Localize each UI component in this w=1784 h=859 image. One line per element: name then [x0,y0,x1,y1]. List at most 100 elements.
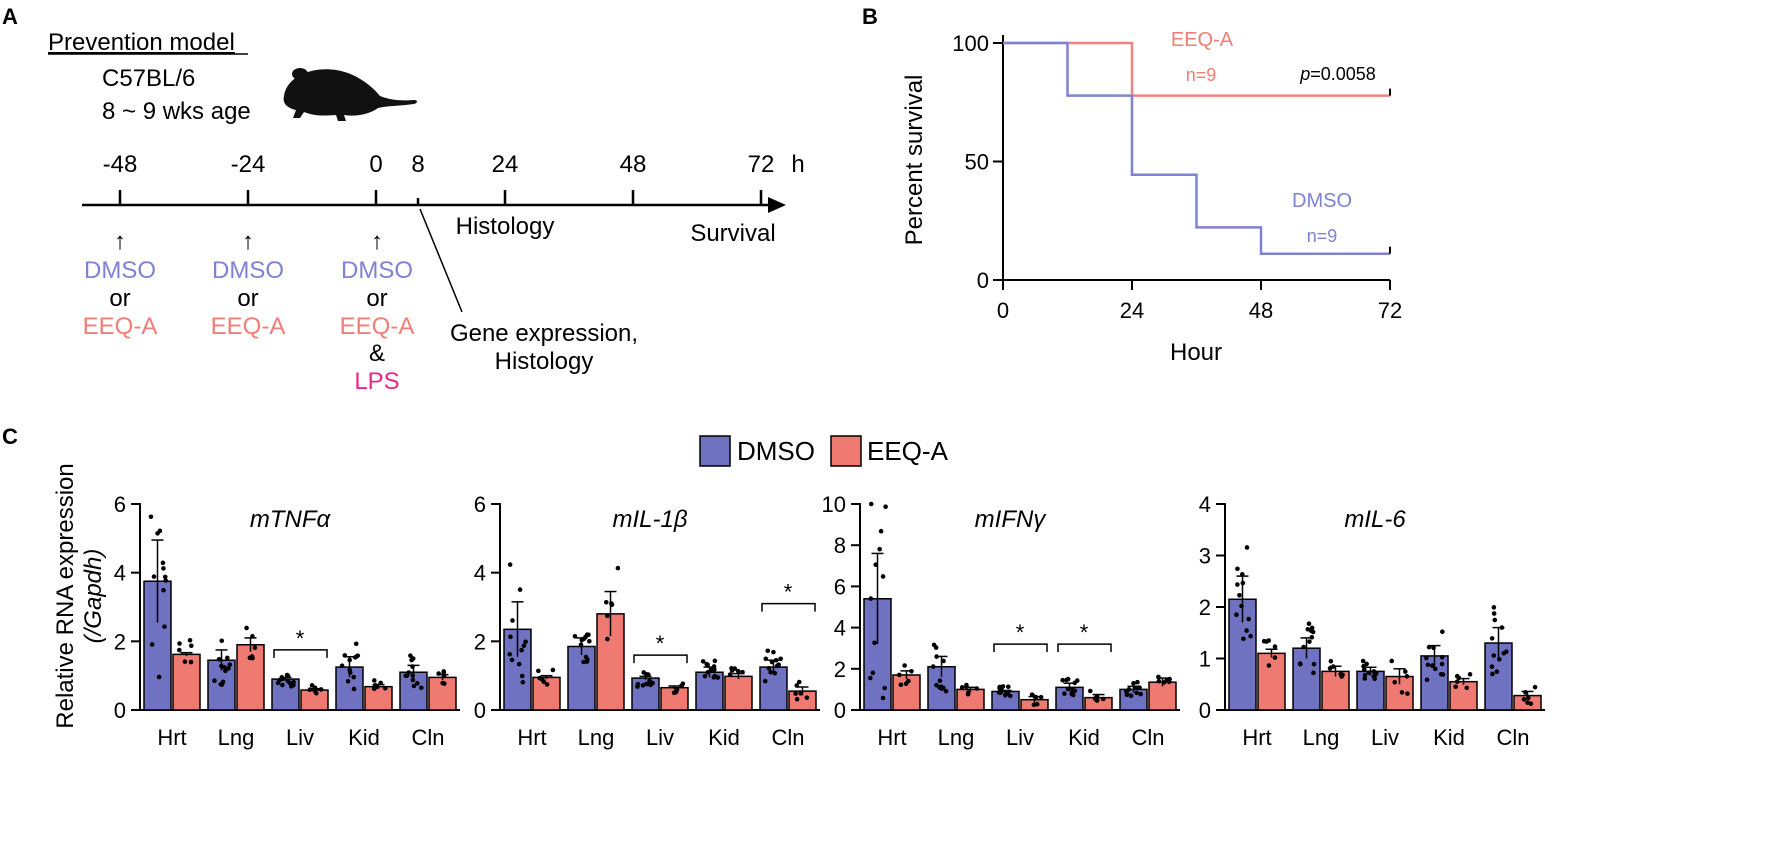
data-point [941,658,946,664]
data-point [603,599,609,605]
y-tick-label: 2 [1199,595,1211,620]
data-point [212,678,217,684]
data-point [1134,690,1139,696]
km-y-axis-label: Percent survival [901,75,928,246]
data-point [1525,695,1531,701]
data-point [868,596,874,601]
data-point [339,663,345,668]
data-point [1246,616,1251,622]
ampersand-label: & [369,340,385,367]
data-point [148,514,154,520]
relative-rna-ylabel-gapdh: (/Gapdh) [80,549,107,644]
panel-a: Prevention model C57BL/6 8 ~ 9 wks age -… [48,29,805,395]
time-unit-label: h [791,151,804,178]
category-label: Cln [1496,725,1529,750]
legend-dmso-label: DMSO [737,436,815,466]
data-point [1235,582,1240,587]
data-point [508,634,513,640]
data-point [1135,679,1140,685]
significance-bracket [633,654,688,664]
data-point [762,678,768,684]
data-point [1430,663,1435,668]
data-point [441,681,447,686]
y-tick-label: 4 [114,561,126,586]
data-point [1464,685,1470,691]
timeline-ticks [118,190,763,205]
time-label-24: 24 [492,151,519,178]
y-tick-label: 0 [114,698,126,723]
data-point [1240,580,1246,586]
data-point [1065,686,1071,692]
bar-eeqa-lng [236,644,265,711]
data-point [544,682,550,687]
data-point [1426,644,1432,650]
treatment-0: ↑ DMSO or EEQ-A & LPS [340,228,415,395]
data-point [793,691,798,696]
category-label: Liv [1006,725,1034,750]
legend-eeqa-swatch [830,435,862,467]
data-point [441,669,447,674]
km-x-tick-label: 48 [1249,298,1273,323]
data-point [937,678,943,684]
category-label: Hrt [877,725,906,750]
data-point [1005,684,1011,690]
y-tick-label: 10 [822,492,846,517]
data-point [880,574,886,579]
data-point [1029,692,1035,697]
data-point [878,528,884,534]
km-y-tick-label: 0 [977,268,989,293]
data-point [1439,661,1445,667]
data-point [1241,636,1246,642]
time-label-0: 0 [369,151,382,178]
data-point [1007,693,1013,699]
data-point [727,672,733,677]
data-point [177,641,182,646]
data-point [1501,650,1507,656]
age-label: 8 ~ 9 wks age [102,98,251,125]
data-point [615,565,621,571]
data-point [1156,674,1161,680]
gene-title: mIFNγ [975,506,1048,533]
panel-label-c: C [2,424,18,449]
data-point [1438,671,1444,677]
bar-dmso-liv [1356,670,1385,711]
legend-eeqa-label: EEQ-A [867,436,949,466]
data-point [507,562,513,567]
data-point [643,681,649,687]
bar-dmso-lng [567,645,596,711]
treatment-m24: ↑ DMSO or EEQ-A [211,228,286,340]
data-point [342,653,348,658]
data-point [1137,685,1142,690]
y-tick-label: 4 [474,561,486,586]
gene-title: mIL-1β [612,506,687,533]
data-point [1128,693,1134,699]
data-point [162,574,168,580]
data-point [587,638,592,644]
data-point [732,666,738,671]
significance-bracket [761,602,816,612]
data-point [679,683,684,688]
time-label-48: 48 [620,151,647,178]
relative-rna-ylabel: Relative RNA expression [52,463,79,728]
data-point [227,662,233,667]
data-point [903,681,909,687]
histology-label: Histology [456,213,555,240]
data-point [579,637,585,643]
data-point [934,682,939,688]
data-point [1491,653,1497,658]
data-point [735,668,741,674]
up-arrow-icon: ↑ [242,228,254,255]
data-point [1372,676,1377,682]
data-point [1266,638,1272,643]
km-x-tick-label: 72 [1378,298,1402,323]
data-point [1234,612,1239,618]
data-point [1492,617,1498,623]
data-point [287,680,292,686]
data-point [219,638,225,644]
data-point [160,560,166,566]
data-point [1424,677,1430,683]
data-point [712,673,718,679]
data-point [644,672,649,677]
data-point [351,674,356,680]
eeqa-label: EEQ-A [211,313,286,340]
